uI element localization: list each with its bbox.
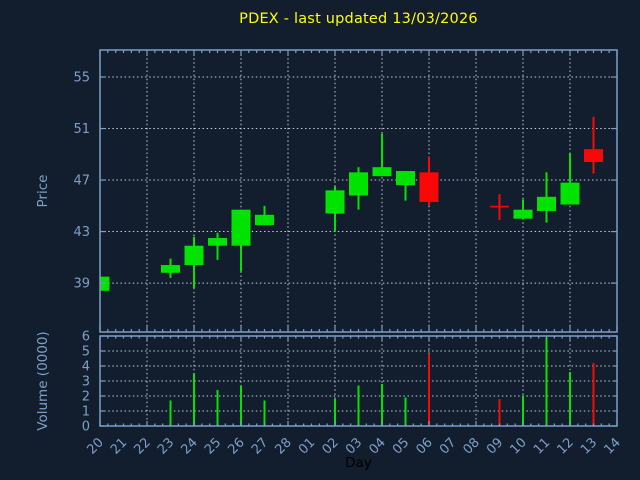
day-tick-label: 20	[85, 435, 107, 457]
day-tick-label: 13	[578, 435, 600, 457]
candle-day-02	[325, 186, 345, 232]
day-tick-label: 28	[273, 435, 295, 457]
price-tick-label: 43	[73, 225, 90, 240]
candle-day-25	[208, 232, 227, 260]
day-tick-label: 21	[108, 435, 130, 457]
candle-body	[255, 214, 274, 226]
day-tick-label: 08	[461, 435, 483, 457]
volume-axis-title: Volume (0000)	[35, 331, 51, 430]
candle-day-12	[560, 153, 580, 205]
candle-day-23	[161, 258, 180, 278]
candle-body	[584, 149, 603, 163]
candle-body	[490, 205, 509, 208]
volume-tick-label: 6	[82, 330, 90, 345]
volume-tick-label: 1	[82, 405, 90, 420]
candle-body	[208, 238, 227, 246]
day-tick-label: 01	[296, 435, 318, 457]
day-tick-label: 10	[508, 435, 530, 457]
candle-body	[349, 172, 368, 196]
candle-body	[372, 167, 392, 177]
candle-day-24	[184, 236, 204, 289]
day-tick-label: 25	[202, 435, 224, 457]
price-tick-label: 47	[73, 174, 90, 189]
candle-body	[325, 190, 345, 214]
price-axis-title: Price	[35, 175, 51, 208]
day-tick-label: 24	[179, 435, 201, 457]
day-axis-title: Day	[345, 455, 372, 471]
candles-layer	[100, 116, 603, 291]
chart-title: PDEX - last updated 13/03/2026	[239, 11, 478, 27]
volume-layer	[169, 337, 595, 426]
day-tick-label: 02	[320, 435, 342, 457]
day-tick-label: 12	[555, 435, 577, 457]
candle-day-26	[231, 209, 251, 272]
candle-body	[100, 276, 110, 291]
candle-body	[184, 245, 204, 266]
candle-day-05	[396, 171, 415, 201]
candle-body	[560, 182, 580, 205]
day-tick-label: 09	[484, 435, 506, 457]
volume-tick-label: 4	[82, 360, 90, 375]
candle-day-10	[513, 199, 533, 219]
volume-tick-label: 0	[82, 420, 90, 435]
candle-day-09	[490, 194, 509, 220]
candle-day-04	[372, 133, 392, 177]
day-tick-label: 23	[155, 435, 177, 457]
day-tick-label: 11	[531, 435, 553, 457]
candle-body	[419, 172, 439, 202]
volume-tick-label: 3	[82, 375, 90, 390]
candle-body	[513, 209, 533, 219]
candle-day-11	[537, 172, 556, 223]
price-tick-label: 39	[73, 277, 90, 292]
volume-tick-label: 2	[82, 390, 90, 405]
day-tick-label: 06	[414, 435, 436, 457]
day-tick-label: 14	[602, 435, 624, 457]
volume-tick-label: 5	[82, 345, 90, 360]
candle-day-20	[100, 276, 110, 291]
price-tick-label: 55	[73, 71, 90, 86]
candle-day-06	[419, 156, 439, 206]
day-tick-label: 07	[437, 435, 459, 457]
day-tick-label: 05	[390, 435, 412, 457]
candle-body	[161, 265, 180, 273]
candle-body	[537, 196, 556, 211]
candle-day-13	[584, 116, 603, 174]
day-tick-label: 27	[249, 435, 271, 457]
day-tick-label: 22	[132, 435, 154, 457]
price-tick-label: 51	[73, 122, 90, 137]
candle-body	[396, 171, 415, 186]
candle-body	[231, 209, 251, 246]
candle-day-27	[255, 205, 274, 226]
day-tick-label: 26	[226, 435, 248, 457]
candle-day-03	[349, 167, 368, 210]
